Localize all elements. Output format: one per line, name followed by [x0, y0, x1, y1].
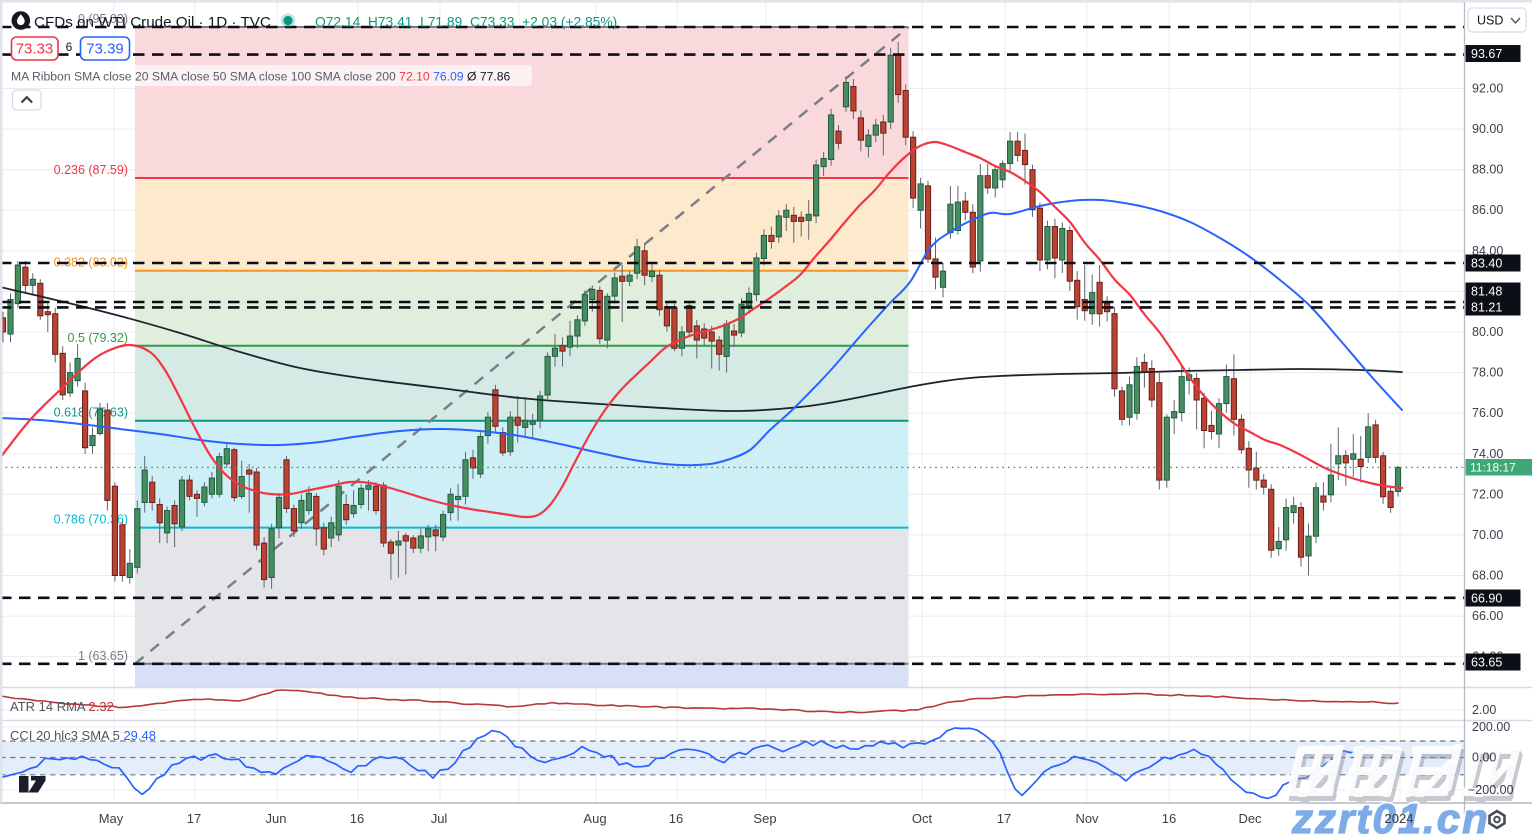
svg-text:6: 6 [66, 40, 73, 54]
svg-text:80.00: 80.00 [1472, 325, 1503, 339]
svg-text:Sep: Sep [753, 811, 776, 826]
svg-text:11:18:17: 11:18:17 [1470, 461, 1516, 475]
svg-text:83.40: 83.40 [1471, 257, 1502, 271]
svg-text:0.236 (87.59): 0.236 (87.59) [54, 163, 128, 177]
svg-text:73.33: 73.33 [16, 41, 54, 58]
svg-text:Jul: Jul [431, 811, 448, 826]
svg-text:16: 16 [1162, 811, 1176, 826]
svg-text:73.39: 73.39 [86, 41, 124, 58]
svg-text:1 (63.65): 1 (63.65) [78, 649, 128, 663]
svg-text:63.65: 63.65 [1471, 656, 1502, 670]
svg-text:Dec: Dec [1238, 811, 1262, 826]
svg-text:84.00: 84.00 [1472, 244, 1503, 258]
svg-text:86.00: 86.00 [1472, 203, 1503, 217]
svg-text:70.00: 70.00 [1472, 528, 1503, 542]
svg-text:72.00: 72.00 [1472, 487, 1503, 501]
svg-text:0.00: 0.00 [1472, 751, 1496, 765]
svg-text:93.67: 93.67 [1471, 47, 1502, 61]
svg-text:0 (95.03): 0 (95.03) [78, 12, 128, 26]
svg-text:16: 16 [350, 811, 364, 826]
svg-text:74.00: 74.00 [1472, 447, 1503, 461]
svg-text:0.382 (83.02): 0.382 (83.02) [54, 256, 128, 270]
svg-text:66.00: 66.00 [1472, 609, 1503, 623]
svg-text:CCI 20 hlc3 SMA 5 29.48: CCI 20 hlc3 SMA 5 29.48 [10, 728, 156, 743]
svg-text:O72.14 H73.41 L71.89 C73.33: O72.14 H73.41 L71.89 C73.33 +2.03 (+2.85… [315, 15, 617, 30]
svg-text:81.48: 81.48 [1471, 285, 1502, 299]
svg-text:78.00: 78.00 [1472, 366, 1503, 380]
svg-text:−200.00: −200.00 [1468, 783, 1514, 797]
svg-text:2024: 2024 [1385, 811, 1414, 826]
svg-text:zzrt01.cn: zzrt01.cn [1291, 795, 1490, 835]
svg-text:76.00: 76.00 [1472, 406, 1503, 420]
svg-text:CFDs on WTI Crude Oil · 1D · T: CFDs on WTI Crude Oil · 1D · TVC [34, 14, 271, 31]
svg-text:ATR 14 RMA 2.32: ATR 14 RMA 2.32 [10, 699, 114, 714]
svg-text:May: May [99, 811, 124, 826]
svg-text:66.90: 66.90 [1471, 592, 1502, 606]
svg-text:92.00: 92.00 [1472, 82, 1503, 96]
svg-text:2.00: 2.00 [1472, 703, 1496, 717]
svg-text:Oct: Oct [912, 811, 933, 826]
svg-text:Nov: Nov [1075, 811, 1099, 826]
svg-text:17: 17 [997, 811, 1011, 826]
svg-text:zzrt01.cn: zzrt01.cn [1291, 795, 1490, 835]
svg-text:17: 17 [187, 811, 201, 826]
svg-text:90.00: 90.00 [1472, 122, 1503, 136]
svg-text:16: 16 [669, 811, 683, 826]
svg-text:Aug: Aug [583, 811, 606, 826]
svg-text:MA Ribbon SMA close 20 SMA clo: MA Ribbon SMA close 20 SMA close 50 SMA … [11, 70, 511, 84]
svg-text:88.00: 88.00 [1472, 163, 1503, 177]
svg-text:USD: USD [1477, 14, 1503, 28]
svg-text:68.00: 68.00 [1472, 569, 1503, 583]
svg-text:2024: 2024 [1385, 811, 1414, 826]
svg-text:200.00: 200.00 [1472, 720, 1510, 734]
svg-text:0.786 (70.36): 0.786 (70.36) [54, 513, 128, 527]
svg-text:0.5 (79.32): 0.5 (79.32) [68, 331, 128, 345]
svg-text:Jun: Jun [266, 811, 287, 826]
svg-text:81.21: 81.21 [1471, 301, 1502, 315]
svg-text:0.618 (75.63): 0.618 (75.63) [54, 406, 128, 420]
